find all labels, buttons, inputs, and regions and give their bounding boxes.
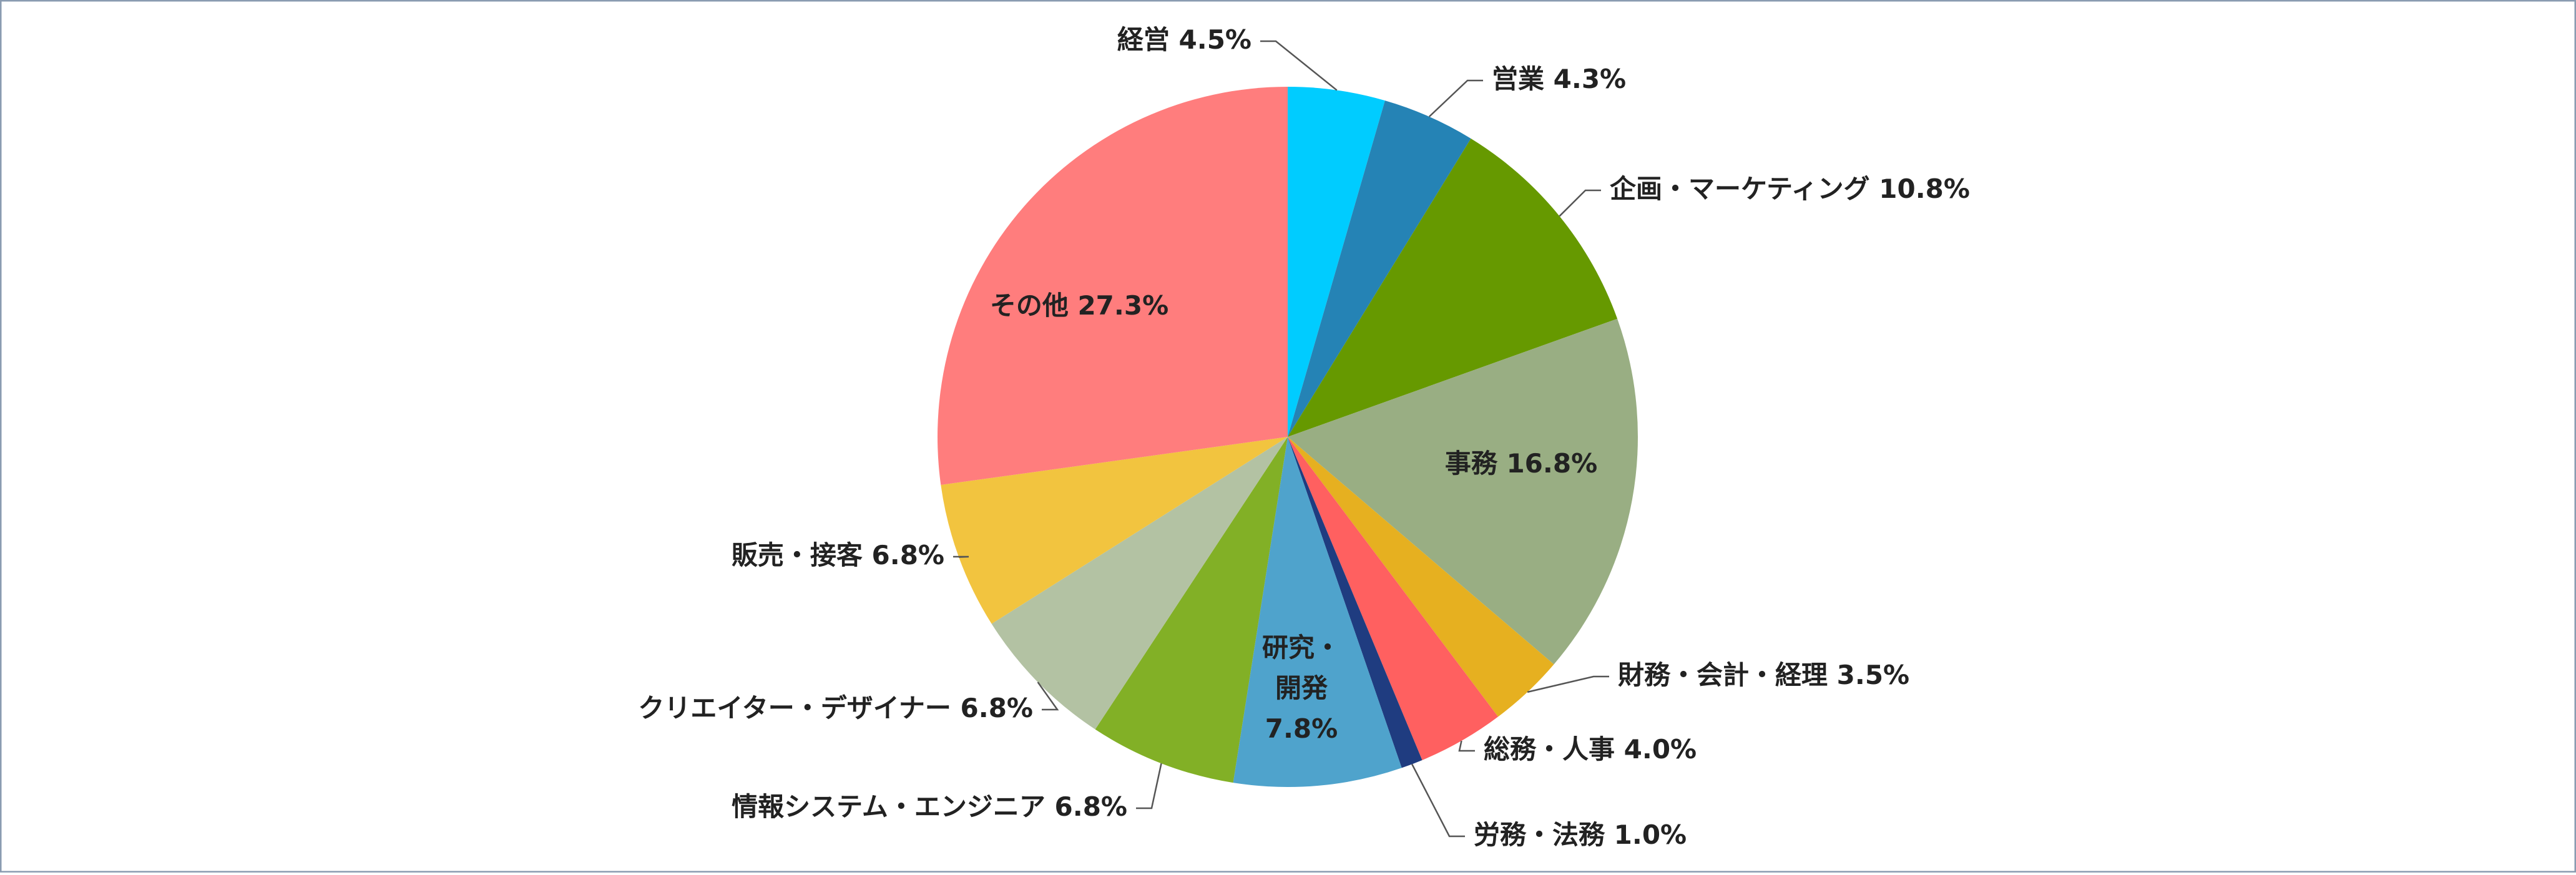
category-label: 事務 (1445, 448, 1498, 479)
category-label: 企画・マーケティング (1610, 174, 1870, 204)
pie-slice (1288, 437, 1499, 760)
category-label: 経営 (1117, 24, 1170, 55)
data-label: 営業 4.3% (1492, 64, 1626, 94)
category-label: 財務・会計・経理 (1618, 660, 1828, 690)
pie-slice (1288, 318, 1638, 665)
category-label: 労務・法務 (1474, 819, 1605, 850)
pie-slice (1288, 437, 1554, 717)
value-label: 3.5% (1837, 660, 1909, 690)
pie-slice (1288, 138, 1618, 437)
pie-slice (1288, 87, 1385, 437)
category-label: 研究・開発 (1261, 632, 1341, 704)
category-label: 販売・接客 (732, 540, 863, 570)
leader-line (1260, 40, 1338, 91)
pie-slice (941, 437, 1288, 624)
pie-slice (938, 87, 1288, 485)
value-label: 6.8% (1055, 791, 1127, 822)
leader-line (1559, 189, 1601, 217)
pie-slice (1095, 437, 1288, 783)
value-label: 27.3% (1077, 290, 1168, 321)
value-label: 4.3% (1554, 64, 1626, 94)
data-label: その他 27.3% (990, 290, 1168, 321)
leader-line (1037, 682, 1059, 711)
data-label: 総務・人事 4.0% (1484, 734, 1697, 765)
leader-line (1428, 79, 1483, 117)
category-label: 情報システム・エンジニア (732, 791, 1046, 822)
category-label: 営業 (1492, 64, 1544, 94)
data-label: 事務 16.8% (1445, 448, 1597, 479)
data-label: 労務・法務 1.0% (1474, 819, 1687, 850)
pie-slice (1288, 100, 1471, 438)
value-label: 1.0% (1614, 819, 1687, 850)
data-label: 販売・接客 6.8% (732, 540, 944, 570)
pie-slice (991, 437, 1288, 730)
leader-line (1136, 763, 1162, 809)
leader-line (1458, 740, 1475, 752)
leader-line (1411, 763, 1465, 838)
data-label-box: 研究・開発 7.8% (1239, 627, 1364, 749)
pie-slice (1288, 437, 1423, 768)
value-label: 6.8% (872, 540, 944, 570)
value-label: 4.5% (1179, 24, 1251, 55)
value-label: 6.8% (961, 693, 1033, 723)
category-label: 総務・人事 (1484, 734, 1615, 765)
category-label: その他 (990, 290, 1069, 321)
data-label: 財務・会計・経理 3.5% (1618, 660, 1909, 690)
data-label: 企画・マーケティング 10.8% (1610, 174, 1970, 204)
value-label: 10.8% (1879, 174, 1970, 204)
pie-slice (1233, 437, 1402, 787)
category-label: クリエイター・デザイナー (638, 693, 951, 723)
value-label: 7.8% (1265, 713, 1338, 745)
leader-line (1527, 675, 1609, 693)
value-label: 4.0% (1624, 734, 1697, 765)
data-label: 研究・開発 7.8% (1239, 627, 1364, 749)
value-label: 16.8% (1506, 448, 1597, 479)
data-label: 経営 4.5% (1117, 24, 1251, 55)
data-label: クリエイター・デザイナー 6.8% (638, 693, 1033, 723)
data-label: 情報システム・エンジニア 6.8% (732, 791, 1127, 822)
